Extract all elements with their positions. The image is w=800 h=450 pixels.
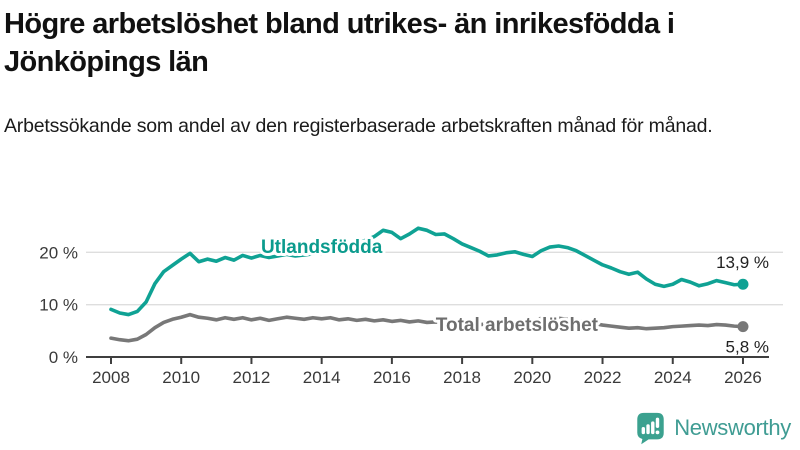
x-tick-label: 2022 bbox=[584, 368, 622, 387]
series-label: Utlandsfödda bbox=[261, 237, 383, 258]
x-tick-label: 2010 bbox=[162, 368, 200, 387]
series-end-dot bbox=[737, 278, 749, 290]
series-end-dot bbox=[737, 321, 749, 333]
x-tick-label: 2020 bbox=[513, 368, 551, 387]
x-tick-label: 2016 bbox=[373, 368, 411, 387]
chart-header: Högre arbetslöshet bland utrikes- än inr… bbox=[0, 0, 800, 142]
x-tick-label: 2014 bbox=[303, 368, 341, 387]
x-tick-label: 2012 bbox=[233, 368, 271, 387]
series-label: Total arbetslöshet bbox=[436, 315, 599, 336]
newsworthy-bubble-chart-icon bbox=[637, 412, 664, 445]
series-line bbox=[109, 312, 745, 343]
x-tick-label: 2008 bbox=[92, 368, 130, 387]
x-tick-label: 2026 bbox=[724, 368, 762, 387]
x-tick-label: 2018 bbox=[443, 368, 481, 387]
series-end-value: 5,8 % bbox=[726, 338, 769, 357]
x-tick-label: 2024 bbox=[654, 368, 692, 387]
y-tick-label: 0 % bbox=[49, 348, 78, 367]
page-title: Högre arbetslöshet bland utrikes- än inr… bbox=[4, 8, 675, 78]
series-line bbox=[109, 226, 745, 317]
newsworthy-logo[interactable]: Newsworthy bbox=[635, 411, 791, 445]
y-tick-label: 20 % bbox=[39, 243, 78, 262]
y-tick-label: 10 % bbox=[39, 296, 78, 315]
newsworthy-wordmark: Newsworthy bbox=[674, 415, 791, 440]
series-end-value: 13,9 % bbox=[716, 253, 769, 272]
chart-subtitle: Arbetssökande som andel av den registerb… bbox=[4, 115, 713, 138]
